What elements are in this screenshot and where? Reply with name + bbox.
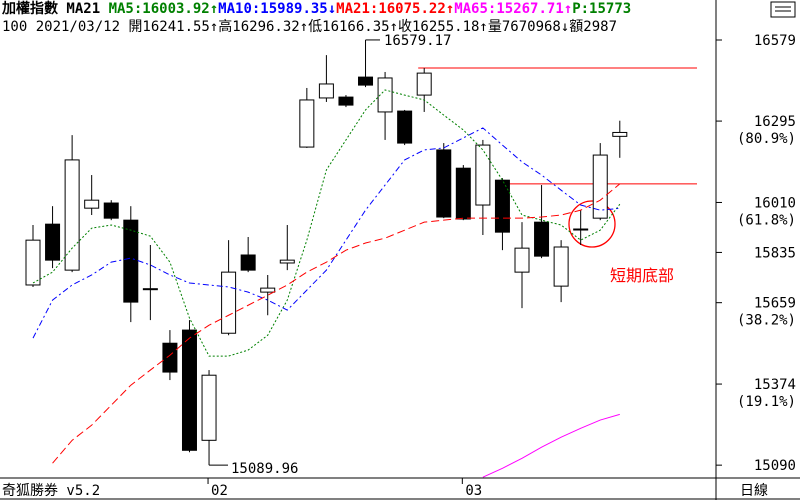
annotation: 短期底部 [610, 266, 674, 285]
candle-body [142, 288, 158, 291]
y-tick-label: 16010 [754, 195, 796, 211]
candle-body [45, 223, 61, 261]
header-line: 100 2021/03/12 開16241.55↑高16296.32↑低1616… [2, 18, 617, 35]
y-tick-note: (38.2%) [737, 313, 796, 329]
header-item: MA10:15989.35↓ [218, 1, 336, 17]
window-icon[interactable] [770, 1, 796, 18]
candle-body [279, 259, 295, 264]
max-label: 16579.17 [384, 33, 451, 49]
candle-body [103, 202, 119, 219]
candle-body [494, 179, 510, 233]
min-label: 15089.96 [231, 461, 298, 477]
footer-label: 奇狐勝券 v5.2 [2, 482, 100, 499]
header-item: P:15773 [572, 1, 631, 17]
header-item: 100 2021/03/12 開16241.55↑高16296.32↑低1616… [2, 18, 617, 35]
period-label: 日線 [740, 483, 768, 499]
candle-body [455, 167, 471, 220]
y-tick-label: 16579 [754, 33, 796, 49]
candle-body [377, 77, 393, 113]
y-tick-label: 15090 [754, 458, 796, 474]
y-tick-note: (19.1%) [737, 394, 796, 410]
y-tick-note: (80.9%) [737, 131, 796, 147]
y-tick-label: 15659 [754, 296, 796, 312]
highlight-circle [568, 200, 616, 248]
ma-line [32, 127, 620, 339]
candle-body [397, 110, 413, 144]
header: 加權指數 MA21 MA5:16003.92↑MA10:15989.35↓MA2… [1, 0, 631, 35]
x-tick-label: 03 [465, 483, 482, 499]
candle-body [475, 144, 491, 206]
x-tick-label: 02 [211, 483, 228, 499]
candle-body [221, 271, 237, 334]
ma-line [482, 413, 620, 478]
candle-body [553, 246, 569, 287]
ma-line [52, 183, 621, 464]
candle-body [84, 199, 100, 209]
candle-body [260, 287, 276, 293]
candle-body [318, 83, 334, 99]
candle-body [25, 239, 41, 286]
candle-body [416, 72, 432, 96]
candle-body [201, 374, 217, 441]
candle-body [181, 329, 197, 451]
candle-body [299, 99, 315, 148]
header-item: MA65:15267.71↑ [454, 1, 572, 17]
candle-body [162, 342, 178, 373]
ma-line [32, 89, 621, 357]
plot [25, 39, 697, 478]
y-tick-label: 16295 [754, 114, 796, 130]
candle-body [612, 131, 628, 137]
candle-body [64, 159, 80, 271]
candle-body [534, 221, 550, 257]
y-tick-label: 15835 [754, 245, 796, 261]
header-item: MA21:16075.22↑ [336, 1, 454, 17]
y-tick-note: (61.8%) [737, 212, 796, 228]
candle-body [436, 149, 452, 218]
header-item: 加權指數 MA21 [1, 0, 109, 17]
candle-body [514, 247, 530, 273]
y-tick-label: 15374 [754, 377, 796, 393]
candle-body [358, 76, 374, 86]
header-item: MA5:16003.92↑ [109, 1, 219, 17]
header-line: 加權指數 MA21 MA5:16003.92↑MA10:15989.35↓MA2… [1, 0, 631, 17]
candle-body [240, 254, 256, 271]
candle-body [573, 228, 589, 231]
candle-body [338, 96, 354, 106]
candle-body [123, 219, 139, 303]
